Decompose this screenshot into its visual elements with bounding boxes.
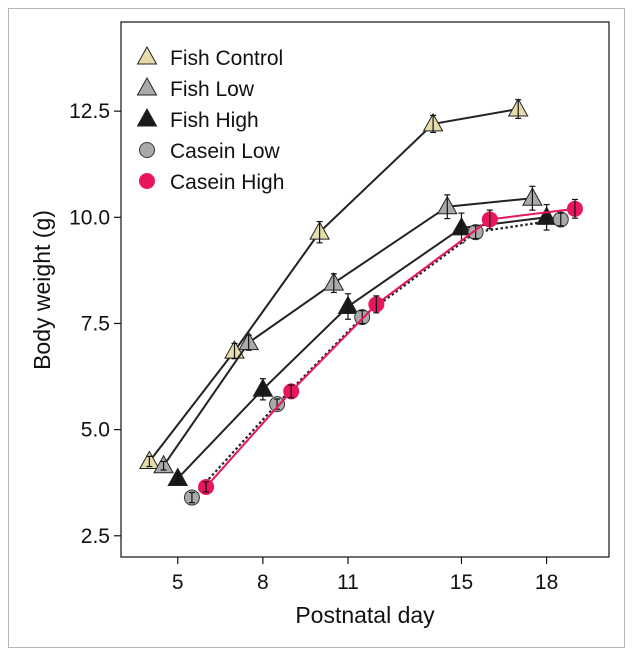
series-line: [191, 218, 561, 499]
legend-item: Casein Low: [139, 140, 281, 163]
y-tick-label: 12.5: [69, 100, 110, 123]
legend-label: Casein Low: [170, 140, 281, 163]
y-tick-label: 7.5: [81, 312, 110, 335]
y-tick-label: 10.0: [69, 206, 110, 229]
legend-label: Fish Control: [170, 47, 283, 70]
x-tick-label: 5: [172, 571, 184, 594]
legend-label: Fish High: [170, 109, 259, 132]
legend-item: Fish Low: [136, 76, 255, 101]
legend-marker: [136, 45, 158, 65]
series-casein-high: [198, 198, 583, 495]
x-axis-title: Postnatal day: [295, 602, 435, 628]
legend-marker: [139, 173, 155, 189]
x-tick-label: 15: [450, 571, 473, 594]
x-tick-label: 11: [337, 571, 359, 594]
series-line: [205, 207, 576, 488]
legend-item: Fish High: [136, 107, 259, 132]
series-fish-low: [153, 185, 543, 474]
y-axis-title: Body weight (g): [29, 210, 55, 370]
series-layer: [139, 98, 583, 506]
x-tick-label: 8: [257, 571, 269, 594]
legend-label: Fish Low: [170, 78, 255, 101]
plot-area: [120, 21, 610, 558]
legend-marker: [136, 107, 158, 127]
series-fish-control: [139, 98, 529, 469]
legend: Fish Control Fish Low Fish High Casein Low C…: [136, 45, 284, 194]
y-tick-label: 5.0: [81, 419, 110, 442]
body-weight-chart: 2.55.07.510.012.5 5 8 11 15 18 Fish ControlF…: [29, 21, 610, 628]
x-axis: 5 8 11 15 18: [172, 557, 558, 594]
legend-item: Fish Control: [136, 45, 283, 70]
series-fish-high: [167, 203, 557, 486]
x-tick-label: 18: [535, 571, 558, 594]
y-tick-label: 2.5: [81, 525, 110, 548]
legend-item: Casein High: [139, 171, 284, 194]
legend-label: Casein High: [170, 171, 284, 194]
y-axis: 2.5 5.0 7.5 10.0 12.5: [69, 100, 121, 548]
legend-marker: [136, 76, 158, 96]
legend-marker: [139, 142, 155, 158]
